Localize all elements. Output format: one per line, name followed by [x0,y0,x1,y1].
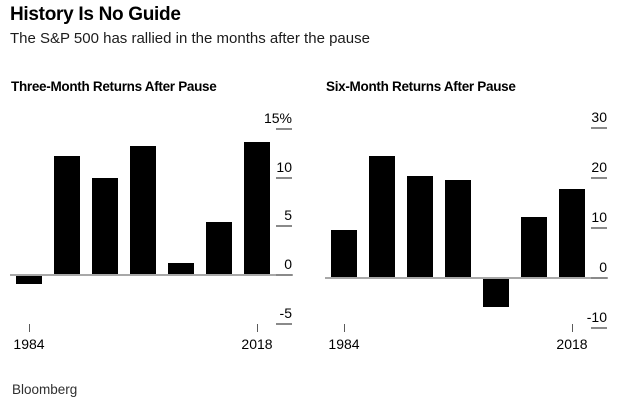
y-tick-dash [591,227,607,229]
page-subtitle: The S&P 500 has rallied in the months af… [10,30,370,47]
x-tick-mark [572,324,573,332]
y-tick-label: 10 [276,158,292,175]
bar-item-6 [521,217,547,278]
six-month-returns-chart: Six-Month Returns After Pause 30 20 10 0 -10… [325,78,627,358]
three-month-returns-chart: Three-Month Returns After Pause 15% 10 5 0 -… [10,78,312,358]
bar-2018 [244,142,270,275]
bar-item-5 [483,278,509,307]
x-tick-mark [29,324,30,332]
y-tick-dash [276,322,292,325]
bar-item-2 [369,156,395,278]
y-tick-label: -5 [279,304,292,321]
chart-title-three-month: Three-Month Returns After Pause [11,79,217,94]
y-tick-dash [276,225,292,228]
bar-item-2 [54,156,80,275]
bar-item-4 [130,146,156,275]
bar-2018 [559,189,585,278]
bar-item-6 [206,222,232,275]
y-tick-dash [276,176,292,179]
y-tick-label: 30 [591,109,607,125]
x-axis-label-1984: 1984 [328,336,360,352]
x-axis-line [325,277,608,279]
page-title: History Is No Guide [10,4,181,25]
y-tick-label: 15% [263,109,292,126]
bar-item-5 [168,263,194,275]
x-tick-mark [257,324,258,332]
bar-item-3 [407,176,433,278]
y-tick-label: 20 [591,159,607,175]
x-tick-mark [344,324,345,332]
bar-1984 [331,229,357,278]
y-tick-dash [591,327,607,329]
y-tick-dash [591,277,607,279]
source-label: Bloomberg [12,382,78,397]
chart-title-six-month: Six-Month Returns After Pause [326,79,516,94]
y-tick-dash [591,177,607,179]
x-axis-label-2018: 2018 [241,336,273,352]
bar-item-3 [92,178,118,275]
y-tick-dash [591,127,607,129]
y-tick-label: 0 [599,259,607,275]
bar-item-4 [445,180,471,278]
y-tick-dash [276,274,292,276]
x-axis-line [10,274,293,276]
y-tick-label: 10 [591,209,607,225]
y-tick-dash [276,127,292,130]
x-axis-label-2018: 2018 [556,336,588,352]
x-axis-label-1984: 1984 [13,336,45,352]
y-tick-label: 0 [284,256,292,272]
y-tick-label: 5 [284,207,292,224]
bar-1984 [16,275,42,284]
y-tick-label: -10 [586,309,607,325]
